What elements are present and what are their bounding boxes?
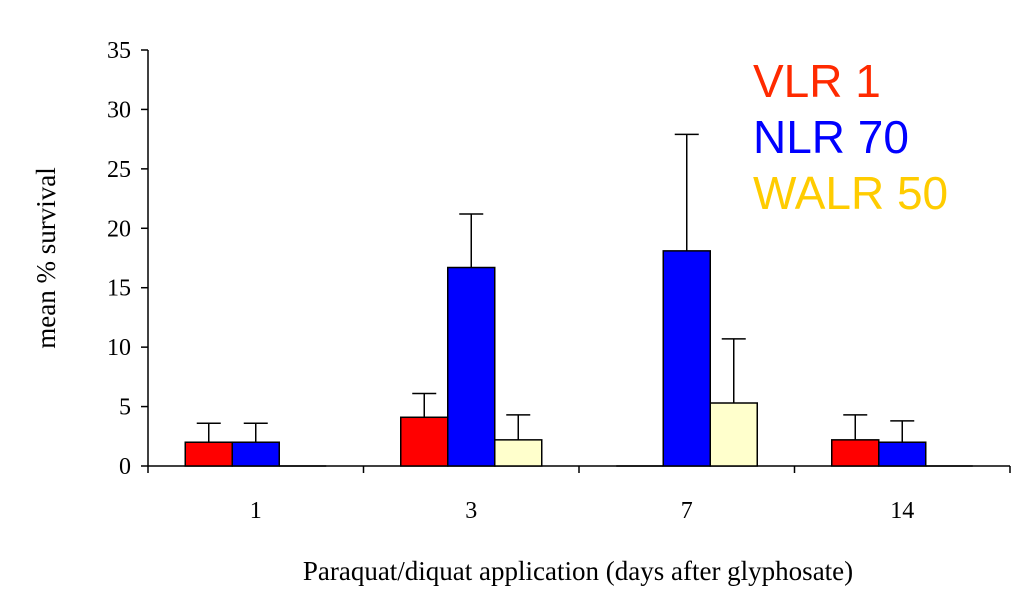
bar [447,266,496,467]
y-tick-label: 15 [107,276,131,302]
plot-area: 0 5 10 15 20 25 30 35 1 3 7 14 [107,38,1011,524]
x-tick-label: 7 [681,498,693,524]
bar [231,441,280,467]
y-tick-label: 35 [107,38,131,64]
bar [184,441,233,467]
bar [878,441,927,467]
legend-entry: VLR 1 [753,55,881,107]
y-tick-label: 30 [107,97,131,123]
bar [662,250,711,467]
legend-entry: WALR 50 [753,167,948,219]
x-axis-label: Paraquat/diquat application (days after … [303,556,853,586]
y-tick-label: 5 [119,395,131,421]
legend-entry: NLR 70 [753,111,909,163]
bar [400,416,449,467]
y-tick-label: 10 [107,335,131,361]
y-tick-label: 25 [107,157,131,183]
x-tick-label: 1 [250,498,262,524]
x-tick-label: 14 [890,498,914,524]
y-tick-label: 0 [119,454,131,480]
bar [494,439,543,467]
x-tick-label: 3 [465,498,477,524]
bar [831,439,880,467]
y-tick-label: 20 [107,216,131,242]
bar [709,402,758,467]
y-axis-label: mean % survival [31,167,61,348]
